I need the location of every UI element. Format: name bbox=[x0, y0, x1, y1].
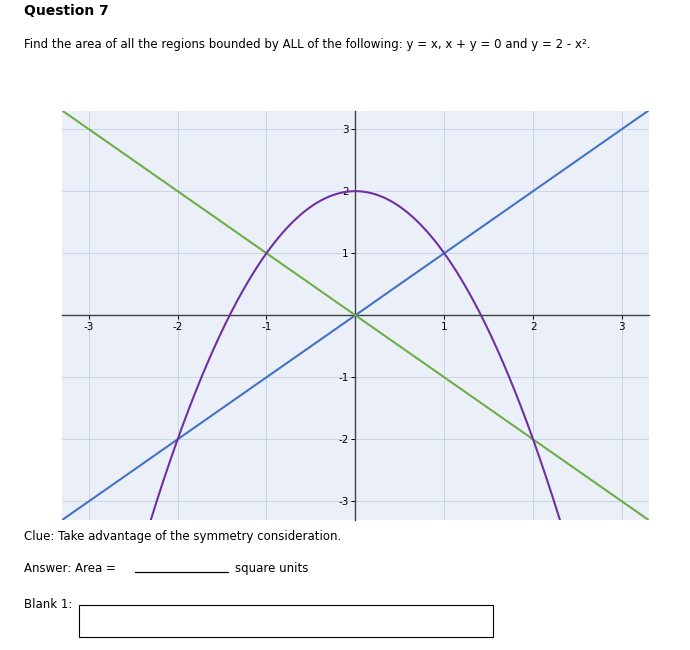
Text: Clue: Take advantage of the symmetry consideration.: Clue: Take advantage of the symmetry con… bbox=[24, 530, 342, 543]
Text: Question 7: Question 7 bbox=[24, 5, 109, 18]
FancyBboxPatch shape bbox=[79, 604, 493, 637]
Text: Find the area of all the regions bounded by ALL of the following: y = x, x + y =: Find the area of all the regions bounded… bbox=[24, 38, 591, 51]
Text: Answer: Area =: Answer: Area = bbox=[24, 562, 116, 575]
Text: Blank 1:: Blank 1: bbox=[24, 598, 72, 611]
Text: square units: square units bbox=[235, 562, 308, 575]
